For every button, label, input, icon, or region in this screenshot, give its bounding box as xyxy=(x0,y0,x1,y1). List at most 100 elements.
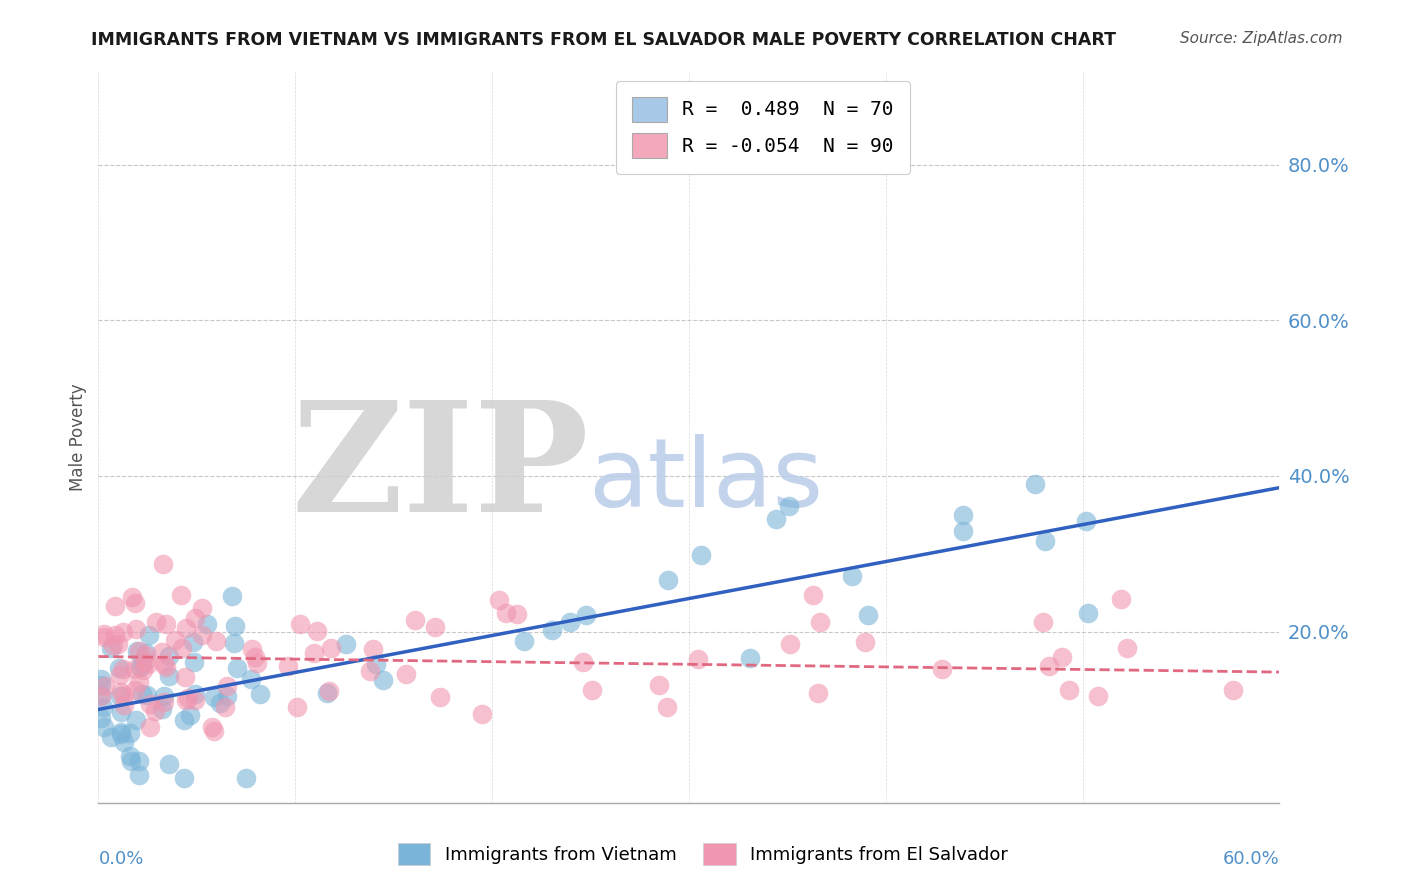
Point xyxy=(124,662,146,676)
Legend: Immigrants from Vietnam, Immigrants from El Salvador: Immigrants from Vietnam, Immigrants from… xyxy=(388,834,1018,874)
Point xyxy=(288,617,311,632)
Point xyxy=(179,707,201,722)
Point xyxy=(174,621,197,635)
Point xyxy=(513,634,536,648)
Point xyxy=(108,668,131,682)
Point xyxy=(495,607,517,621)
Point xyxy=(118,749,141,764)
Point xyxy=(318,683,340,698)
Point xyxy=(152,557,174,571)
Point xyxy=(172,641,194,656)
Point xyxy=(184,611,207,625)
Point xyxy=(217,690,239,704)
Point xyxy=(173,670,195,684)
Point xyxy=(108,661,131,675)
Point xyxy=(104,599,127,613)
Point xyxy=(125,644,148,658)
Point xyxy=(540,623,562,637)
Point xyxy=(779,638,801,652)
Point xyxy=(429,690,451,705)
Point xyxy=(150,645,173,659)
Point xyxy=(177,690,200,705)
Point xyxy=(136,689,159,703)
Point xyxy=(93,630,115,644)
Point xyxy=(1109,591,1132,606)
Point xyxy=(94,679,117,693)
Point xyxy=(157,669,180,683)
Point xyxy=(153,657,176,672)
Point xyxy=(572,655,595,669)
Point xyxy=(423,620,446,634)
Point xyxy=(395,667,418,681)
Point xyxy=(560,615,582,629)
Point xyxy=(224,619,246,633)
Point xyxy=(181,635,204,649)
Point xyxy=(93,720,115,734)
Point xyxy=(190,628,212,642)
Y-axis label: Male Poverty: Male Poverty xyxy=(69,384,87,491)
Point xyxy=(404,613,426,627)
Point xyxy=(90,711,112,725)
Point xyxy=(173,772,195,786)
Point xyxy=(765,512,787,526)
Point xyxy=(138,628,160,642)
Point xyxy=(235,771,257,785)
Point xyxy=(153,695,176,709)
Point xyxy=(1087,690,1109,704)
Point xyxy=(157,757,180,772)
Point xyxy=(1032,615,1054,629)
Point xyxy=(138,657,160,671)
Point xyxy=(952,524,974,539)
Text: ZIP: ZIP xyxy=(291,395,589,544)
Point xyxy=(90,689,112,703)
Point xyxy=(1057,682,1080,697)
Point xyxy=(1038,659,1060,673)
Point xyxy=(110,705,132,719)
Point xyxy=(90,678,112,692)
Point xyxy=(738,651,761,665)
Point xyxy=(335,637,357,651)
Point xyxy=(121,591,143,605)
Point xyxy=(184,687,207,701)
Point xyxy=(1222,683,1244,698)
Point xyxy=(128,767,150,781)
Point xyxy=(104,628,127,642)
Point xyxy=(145,615,167,629)
Point xyxy=(202,723,225,738)
Point xyxy=(110,685,132,699)
Point xyxy=(101,638,124,652)
Point xyxy=(110,724,132,739)
Point xyxy=(155,617,177,632)
Point xyxy=(124,596,146,610)
Point xyxy=(1035,533,1057,548)
Point xyxy=(170,588,193,602)
Point xyxy=(134,648,156,662)
Text: 60.0%: 60.0% xyxy=(1223,850,1279,868)
Point xyxy=(125,622,148,636)
Point xyxy=(1116,641,1139,656)
Text: 0.0%: 0.0% xyxy=(98,850,143,868)
Point xyxy=(277,658,299,673)
Text: Source: ZipAtlas.com: Source: ZipAtlas.com xyxy=(1180,31,1343,46)
Point xyxy=(107,637,129,651)
Point xyxy=(205,634,228,648)
Point xyxy=(305,624,328,638)
Point xyxy=(135,646,157,660)
Point xyxy=(110,727,132,741)
Point xyxy=(240,642,263,657)
Point xyxy=(249,687,271,701)
Point xyxy=(201,720,224,734)
Point xyxy=(112,625,135,640)
Point xyxy=(1077,606,1099,620)
Point xyxy=(173,713,195,727)
Point xyxy=(285,700,308,714)
Point xyxy=(801,588,824,602)
Point xyxy=(581,683,603,698)
Point xyxy=(128,674,150,689)
Point xyxy=(131,657,153,672)
Point xyxy=(686,652,709,666)
Text: atlas: atlas xyxy=(589,434,824,527)
Point xyxy=(319,641,342,656)
Point xyxy=(174,692,197,706)
Point xyxy=(221,589,243,603)
